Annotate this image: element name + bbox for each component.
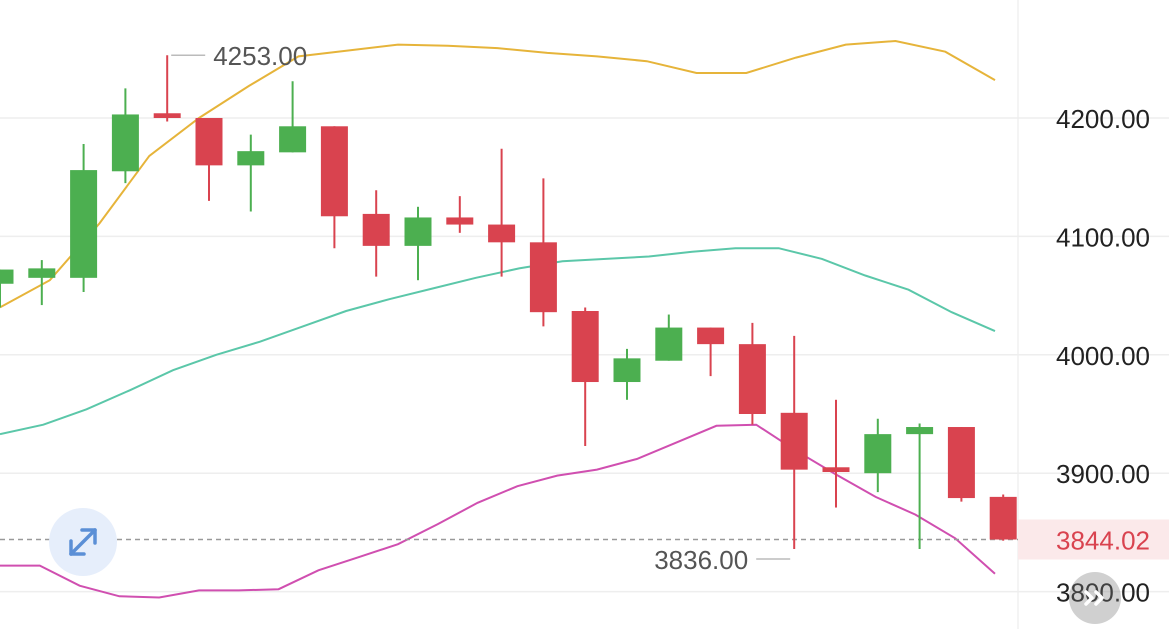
candle-body	[529, 242, 557, 313]
candle-body	[28, 268, 56, 278]
candle-body	[320, 126, 348, 217]
candle-body	[0, 269, 14, 284]
middle-band-line	[0, 247, 996, 436]
lower-band-line	[0, 423, 996, 599]
y-tick-label: 4100.00	[1056, 222, 1150, 252]
candle-body	[237, 151, 265, 166]
candle-body	[279, 126, 307, 153]
candle-body	[195, 118, 223, 166]
scroll-right-button[interactable]	[1069, 572, 1121, 624]
candle-body	[488, 224, 516, 243]
upper-band-line	[0, 39, 996, 309]
candle-body	[362, 213, 390, 246]
min-annotation: 3836.00	[654, 545, 748, 575]
last-price-label: 3844.02	[1056, 525, 1150, 555]
candle-body	[697, 327, 725, 345]
double-chevron-icon	[1084, 590, 1104, 606]
y-tick-label: 3900.00	[1056, 459, 1150, 489]
candle-body	[70, 170, 98, 278]
candle-body	[822, 467, 850, 473]
candle-body	[613, 358, 641, 383]
last-price-badge	[1018, 519, 1169, 560]
candle-body	[864, 434, 892, 474]
candle-body	[404, 217, 432, 246]
y-tick-label: 4000.00	[1056, 341, 1150, 371]
candle-body	[738, 344, 766, 414]
y-tick-label: 3800.00	[1056, 578, 1150, 608]
candle-body	[571, 310, 599, 383]
candle-body	[947, 427, 975, 499]
candle-body	[153, 113, 181, 118]
expand-arrows-icon	[69, 528, 97, 556]
y-tick-label: 4200.00	[1056, 104, 1150, 134]
candle-body	[111, 114, 139, 172]
candle-body	[655, 327, 683, 361]
candle-body	[780, 412, 808, 470]
candle-body	[446, 217, 474, 225]
expand-button[interactable]	[49, 508, 117, 576]
max-annotation: 4253.00	[213, 41, 307, 71]
candle-body	[989, 496, 1017, 540]
candle-body	[906, 427, 934, 435]
